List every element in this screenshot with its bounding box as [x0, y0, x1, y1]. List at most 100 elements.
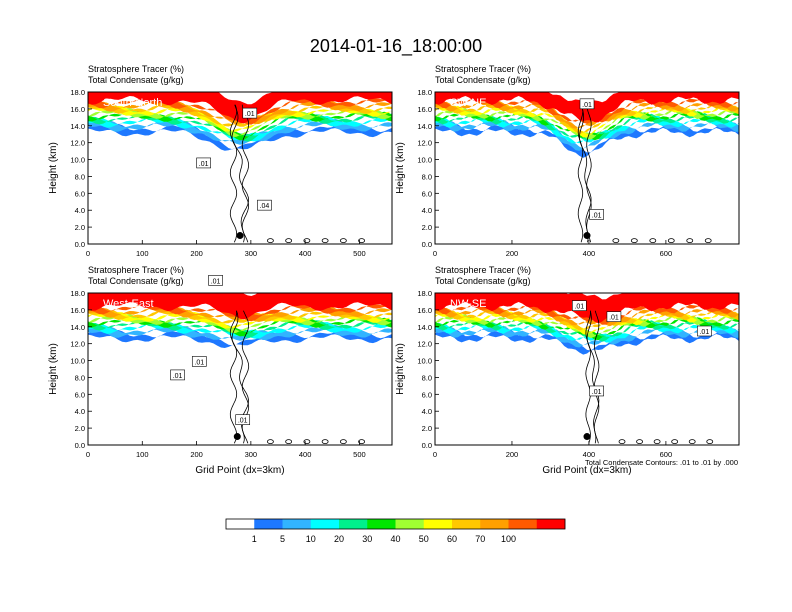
colorbar-swatch: [480, 519, 509, 529]
colorbar-label: 10: [306, 534, 316, 544]
contour-label-text: .01: [211, 278, 221, 285]
x-tick-label: 600: [660, 249, 673, 258]
x-tick-label: 100: [136, 450, 149, 459]
x-tick-label: 0: [433, 249, 437, 258]
x-tick-label: 200: [506, 249, 519, 258]
colorbar-swatch: [310, 519, 340, 529]
tracer-field: [88, 92, 392, 151]
y-tick-label: 8.0: [422, 373, 432, 382]
x-tick-label: 500: [353, 450, 366, 459]
contour-blob: [688, 439, 696, 445]
colorbar-swatch: [395, 519, 425, 529]
x-tick-label: 100: [136, 249, 149, 258]
contour-label-box: [235, 414, 251, 425]
chart-panel-2: .01 .01 0.0 2.0 4.0 6.0 8.0 10.0 12.0 14.0 16.0 18.…: [395, 64, 740, 258]
y-tick-label: 0.0: [422, 441, 432, 450]
contour-blob: [636, 439, 643, 445]
contour-label-box: [257, 199, 272, 211]
contour-label: .04: [257, 199, 272, 211]
contour-label: .01: [606, 311, 622, 322]
y-tick-label: 16.0: [70, 105, 85, 114]
y-tick-label: 12.0: [70, 139, 85, 148]
colorbar-frame: [225, 518, 566, 530]
tracer-band: [88, 110, 392, 141]
colorbar-swatch: [282, 519, 312, 529]
colorbar-label: 20: [334, 534, 344, 544]
figure-title: 2014-01-16_18:00:00: [310, 36, 482, 57]
colorbar-label: 5: [280, 534, 285, 544]
panel-label: NW-SE: [450, 298, 486, 310]
tracer-band: [435, 115, 739, 144]
panel-label: West-East: [103, 298, 154, 310]
x-tick-label: 400: [299, 450, 312, 459]
contour-blob: [303, 439, 311, 445]
y-tick-label: 12.0: [417, 139, 432, 148]
location-marker: [583, 433, 591, 441]
contour-footnote: Total Condensate Contours: .01 to .01 by…: [585, 458, 738, 467]
contour-line: [586, 104, 592, 243]
condensate-contours: [585, 310, 714, 445]
tracer-band: [88, 122, 392, 151]
location-marker: [583, 232, 591, 240]
y-tick-label: 14.0: [70, 122, 85, 131]
y-tick-label: 10.0: [417, 156, 432, 165]
y-axis-label: Height (km): [48, 343, 59, 395]
contour-blob: [339, 439, 347, 445]
y-tick-label: 12.0: [417, 340, 432, 349]
contour-blob: [667, 238, 675, 244]
location-marker: [236, 232, 244, 240]
contour-line: [241, 104, 250, 243]
x-tick-label: 400: [583, 450, 596, 459]
contour-label-box: [196, 157, 211, 169]
contour-label-text: .01: [238, 418, 248, 425]
panel-subtitle-condensate: Total Condensate (g/kg): [88, 75, 184, 85]
y-axis-label: Height (km): [395, 343, 406, 395]
contour-label-text: .01: [609, 315, 619, 322]
contour-label-text: .01: [592, 389, 602, 396]
contour-label-text: .01: [173, 373, 183, 380]
chart-panel-3: .01 .01 .01 .01 0.0 2.0 4.0 6.0 8.0 10.0 12.0 14.0 1…: [48, 265, 393, 476]
contour-label: .01: [697, 325, 712, 337]
contour-blob: [285, 238, 293, 244]
contour-blob: [285, 439, 293, 445]
contour-blob: [649, 238, 657, 244]
y-tick-label: 4.0: [75, 206, 85, 215]
y-tick-label: 10.0: [70, 357, 85, 366]
y-tick-label: 10.0: [70, 156, 85, 165]
contour-blob: [653, 439, 661, 445]
contour-label: .01: [196, 157, 211, 169]
tracer-band: [88, 92, 392, 124]
contour-label-box: [572, 300, 587, 311]
y-tick-label: 0.0: [75, 240, 85, 249]
contour-line: [586, 310, 600, 444]
y-tick-label: 8.0: [75, 373, 85, 382]
panel-subtitle-tracer: Stratosphere Tracer (%): [435, 64, 531, 74]
x-axis-label: Grid Point (dx=3km): [195, 465, 284, 476]
x-tick-label: 200: [506, 450, 519, 459]
x-tick-label: 400: [583, 249, 596, 258]
tracer-band: [88, 328, 392, 348]
contour-label-box: [208, 275, 223, 286]
y-tick-label: 2.0: [75, 223, 85, 232]
y-tick-label: 6.0: [75, 189, 85, 198]
x-tick-label: 300: [245, 450, 258, 459]
contour-blob: [630, 238, 638, 244]
plot-frame: [434, 292, 740, 446]
condensate-contours: [577, 104, 712, 244]
contour-blob: [321, 439, 329, 445]
y-tick-label: 14.0: [70, 323, 85, 332]
tracer-band: [435, 118, 739, 151]
panel-label: SW-NE: [450, 97, 486, 109]
tracer-band: [88, 293, 392, 320]
tracer-band: [435, 110, 739, 141]
plot-frame: [87, 91, 393, 245]
tracer-band: [88, 308, 392, 324]
y-tick-label: 18.0: [70, 289, 85, 298]
x-tick-label: 0: [86, 450, 90, 459]
colorbar-label: 40: [390, 534, 400, 544]
colorbar-label: 70: [475, 534, 485, 544]
y-axis-label: Height (km): [395, 142, 406, 194]
tracer-band: [435, 123, 739, 158]
y-tick-label: 16.0: [70, 306, 85, 315]
contour-line: [577, 104, 584, 243]
